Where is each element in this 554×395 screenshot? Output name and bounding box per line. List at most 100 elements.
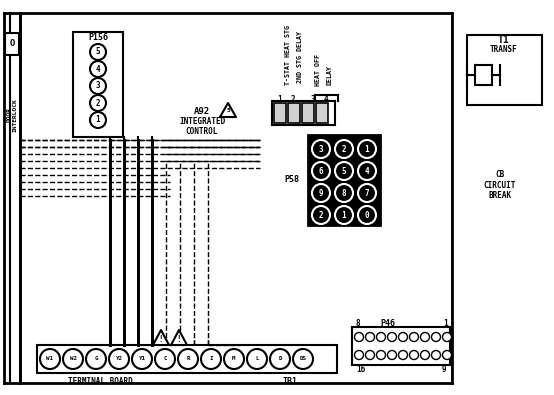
Text: TERMINAL BOARD: TERMINAL BOARD [68,378,132,386]
Text: 1: 1 [342,211,346,220]
Circle shape [178,349,198,369]
Bar [73,32,123,137]
Text: 4: 4 [96,64,100,73]
Circle shape [90,112,106,128]
Circle shape [335,206,353,224]
Text: 1: 1 [443,318,448,327]
Circle shape [312,162,330,180]
Text: 3: 3 [96,81,100,90]
Circle shape [335,184,353,202]
Circle shape [132,349,152,369]
Circle shape [443,333,452,342]
Text: DELAY: DELAY [327,65,333,85]
Bar [274,103,286,123]
Circle shape [409,350,418,359]
Polygon shape [171,330,187,345]
Circle shape [335,162,353,180]
Text: HEAT OFF: HEAT OFF [315,54,321,86]
Circle shape [86,349,106,369]
Circle shape [90,44,106,60]
Text: 3: 3 [311,96,315,105]
Circle shape [377,350,386,359]
Circle shape [432,350,440,359]
Text: 4: 4 [365,167,370,175]
Circle shape [387,350,397,359]
Circle shape [293,349,313,369]
Circle shape [247,349,267,369]
Bar [5,33,19,55]
Text: R: R [186,357,190,361]
Polygon shape [220,103,236,117]
Circle shape [270,349,290,369]
Text: 2: 2 [342,145,346,154]
Text: P156: P156 [88,34,108,43]
Polygon shape [153,330,169,345]
Text: Y1: Y1 [138,357,146,361]
Text: 7: 7 [365,188,370,198]
Text: DS: DS [300,357,306,361]
Circle shape [109,349,129,369]
Text: 3: 3 [319,145,324,154]
Bar [467,35,542,105]
Text: 2ND STG DELAY: 2ND STG DELAY [297,31,303,83]
Text: T1: T1 [498,35,510,45]
Text: TB1: TB1 [283,378,297,386]
Text: W2: W2 [69,357,76,361]
Circle shape [355,333,363,342]
Text: M: M [232,357,236,361]
Circle shape [443,350,452,359]
Text: CONTROL: CONTROL [186,128,218,137]
Bar [452,13,554,383]
Text: 4: 4 [324,96,329,105]
Text: 1: 1 [96,115,100,124]
Text: 6: 6 [319,167,324,175]
Text: INTEGRATED: INTEGRATED [179,117,225,126]
Text: P58: P58 [285,175,300,184]
Text: C: C [163,357,167,361]
Circle shape [377,333,386,342]
Bar [288,103,300,123]
Circle shape [366,350,375,359]
Text: 5: 5 [96,47,100,56]
Text: TRANSF: TRANSF [490,45,518,55]
Text: L: L [255,357,259,361]
Text: 2: 2 [291,96,295,105]
Circle shape [409,333,418,342]
Text: !: ! [177,335,181,344]
Circle shape [224,349,244,369]
Text: P46: P46 [381,318,396,327]
Text: 5: 5 [226,109,230,113]
Bar [352,327,450,365]
Bar [272,101,335,125]
Circle shape [420,333,429,342]
Circle shape [432,333,440,342]
Bar [20,13,452,383]
Circle shape [312,206,330,224]
Circle shape [387,333,397,342]
Circle shape [398,350,408,359]
Text: 9: 9 [442,365,446,374]
Circle shape [312,140,330,158]
Text: !: ! [158,335,163,344]
Circle shape [366,333,375,342]
Circle shape [63,349,83,369]
Circle shape [335,140,353,158]
Text: 0: 0 [365,211,370,220]
Circle shape [355,350,363,359]
Bar [308,135,380,225]
Text: A92: A92 [194,107,210,115]
Circle shape [90,95,106,111]
Text: I: I [209,357,213,361]
Text: 9: 9 [319,188,324,198]
Text: 16: 16 [356,365,365,374]
Bar [37,345,337,373]
Circle shape [40,349,60,369]
Text: Y2: Y2 [115,357,122,361]
Text: D: D [278,357,282,361]
Text: 8: 8 [356,318,361,327]
Text: 2: 2 [319,211,324,220]
Bar [316,103,328,123]
Circle shape [358,140,376,158]
Text: CB
CIRCUIT
BREAK: CB CIRCUIT BREAK [484,170,516,200]
Circle shape [155,349,175,369]
